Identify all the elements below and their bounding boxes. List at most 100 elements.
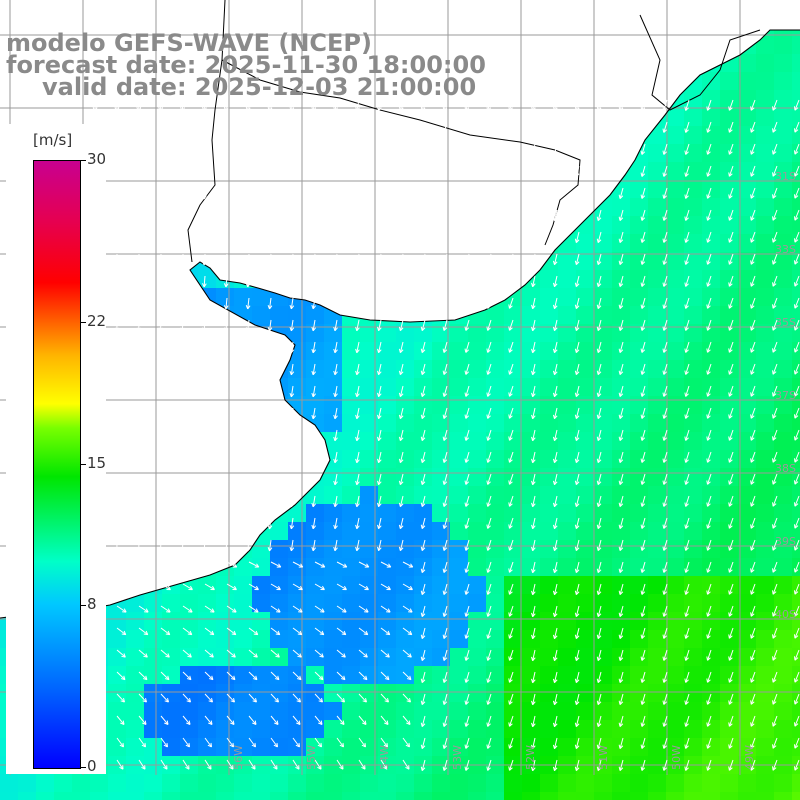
- speed-cell: [396, 450, 414, 468]
- speed-cell: [558, 594, 576, 612]
- wind-arrow: [750, 539, 756, 551]
- speed-cell: [108, 684, 126, 702]
- wind-arrow: [464, 231, 470, 243]
- wind-arrow: [793, 407, 800, 419]
- wind-arrow: [202, 341, 207, 354]
- wind-arrow: [136, 495, 142, 508]
- speed-cell: [522, 360, 540, 378]
- speed-cell: [774, 180, 792, 198]
- speed-cell: [792, 36, 800, 54]
- wind-arrow: [420, 451, 426, 463]
- speed-cell: [774, 792, 792, 800]
- speed-cell: [288, 738, 306, 756]
- wind-arrow: [486, 539, 492, 551]
- wind-arrow: [138, 561, 150, 568]
- wind-arrow: [182, 627, 193, 636]
- wind-arrow: [531, 143, 536, 156]
- wind-arrow: [311, 407, 317, 420]
- wind-arrow: [508, 407, 514, 419]
- wind-arrow: [245, 429, 251, 442]
- wind-arrow: [750, 407, 756, 419]
- wind-arrow: [552, 275, 558, 288]
- speed-cell: [396, 684, 414, 702]
- wind-arrow: [772, 539, 778, 551]
- speed-cell: [450, 360, 468, 378]
- speed-cell: [108, 630, 126, 648]
- speed-cell: [702, 108, 720, 126]
- colorbar-tick-label: 30: [87, 150, 107, 168]
- wind-arrow: [706, 561, 712, 573]
- wind-arrow: [420, 143, 426, 155]
- speed-cell: [432, 342, 450, 360]
- wind-arrow: [728, 429, 734, 441]
- wind-arrow: [706, 231, 712, 243]
- wind-arrow: [552, 297, 558, 310]
- wind-arrow: [772, 627, 778, 639]
- wind-arrow: [552, 539, 558, 552]
- speed-cell: [720, 504, 738, 522]
- wind-arrow: [618, 187, 624, 199]
- wind-arrow: [793, 473, 800, 485]
- speed-cell: [486, 558, 504, 576]
- wind-arrow: [398, 473, 404, 486]
- wind-arrow: [793, 165, 800, 177]
- speed-cell: [720, 594, 738, 612]
- speed-cell: [720, 162, 738, 180]
- speed-cell: [108, 648, 126, 666]
- wind-arrow: [270, 583, 281, 591]
- speed-cell: [792, 162, 800, 180]
- speed-cell: [612, 720, 630, 738]
- speed-cell: [18, 792, 36, 800]
- speed-cell: [504, 324, 522, 342]
- wind-arrow: [204, 649, 214, 658]
- wind-arrow: [245, 253, 251, 266]
- wind-arrow: [464, 649, 470, 661]
- wind-arrow: [464, 99, 470, 111]
- speed-cell: [162, 684, 180, 702]
- speed-cell: [378, 666, 396, 684]
- speed-cell: [594, 234, 612, 252]
- wind-arrow: [270, 649, 280, 658]
- speed-cell: [504, 414, 522, 432]
- speed-cell: [414, 702, 432, 720]
- wind-arrow: [180, 165, 185, 178]
- speed-cell: [486, 774, 504, 792]
- speed-cell: [540, 378, 558, 396]
- speed-cell: [252, 540, 270, 558]
- speed-cell: [378, 378, 396, 396]
- wind-arrow: [355, 253, 360, 266]
- wind-arrow: [486, 319, 492, 331]
- speed-cell: [612, 414, 630, 432]
- speed-cell: [216, 576, 234, 594]
- wind-arrow: [442, 275, 448, 287]
- speed-cell: [720, 72, 738, 90]
- wind-arrow: [136, 429, 142, 442]
- wind-arrow: [574, 143, 580, 156]
- wind-arrow: [706, 693, 712, 705]
- wind-arrow: [355, 451, 360, 464]
- wind-arrow: [706, 143, 712, 155]
- speed-cell: [360, 324, 378, 342]
- speed-cell: [144, 684, 162, 702]
- wind-arrow: [402, 649, 412, 658]
- speed-cell: [252, 648, 270, 666]
- speed-cell: [414, 324, 432, 342]
- speed-cell: [684, 504, 702, 522]
- speed-cell: [324, 342, 342, 360]
- wind-arrow: [114, 429, 120, 442]
- wind-arrow: [750, 319, 756, 331]
- wind-arrow: [531, 297, 536, 310]
- speed-cell: [504, 360, 522, 378]
- speed-cell: [342, 774, 360, 792]
- speed-cell: [414, 792, 432, 800]
- wind-arrow: [464, 561, 470, 573]
- wind-arrow: [377, 341, 382, 354]
- speed-cell: [612, 396, 630, 414]
- wind-arrow: [314, 583, 325, 591]
- wind-arrow: [136, 275, 142, 288]
- wind-arrow: [136, 363, 142, 376]
- wind-arrow: [314, 561, 326, 568]
- wind-arrow: [420, 627, 426, 639]
- wind-arrow: [336, 671, 346, 681]
- wind-arrow: [728, 187, 734, 199]
